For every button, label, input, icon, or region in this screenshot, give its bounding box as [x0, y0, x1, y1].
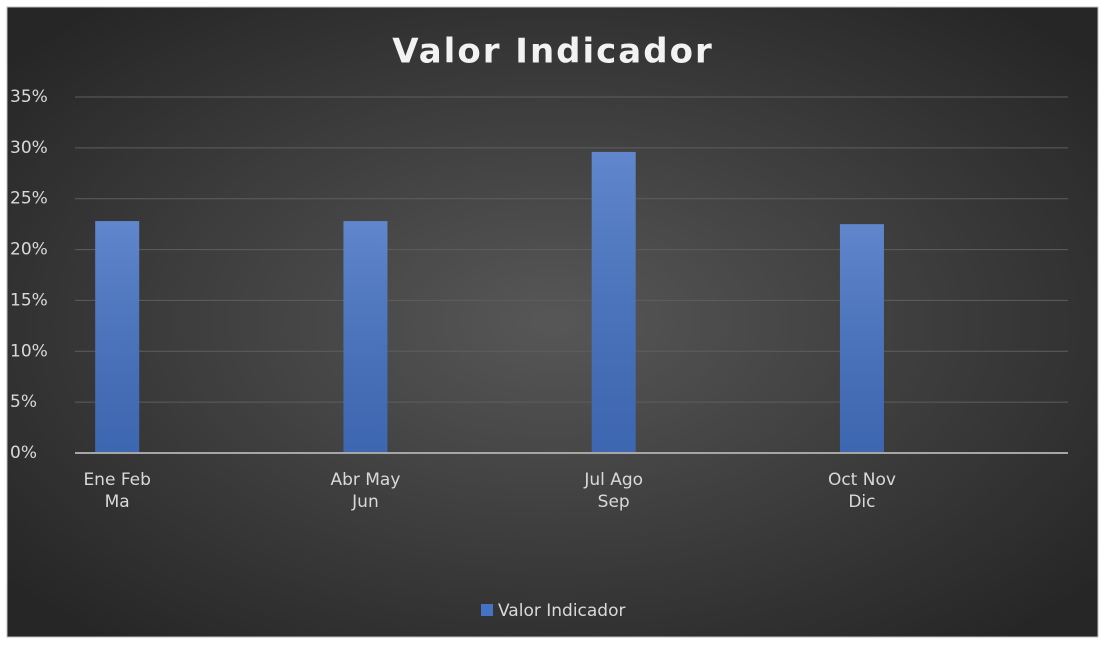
y-tick-label: 15%: [10, 290, 48, 310]
x-tick-label: Ene Feb Ma: [83, 470, 151, 512]
y-tick-label: 10%: [10, 341, 48, 361]
x-tick-label: Abr May Jun: [330, 470, 401, 512]
chart-background: [6, 6, 1099, 638]
chart-title: Valor Indicador: [392, 32, 713, 72]
y-tick-label: 0%: [10, 443, 37, 463]
bar-shade: [591, 151, 636, 453]
legend-swatch: [481, 604, 493, 616]
bar-shade: [95, 221, 140, 453]
y-tick-label: 35%: [10, 87, 48, 107]
bar-shade: [839, 224, 884, 453]
legend-label: Valor Indicador: [498, 601, 626, 621]
y-tick-label: 5%: [10, 392, 37, 412]
y-tick-label: 20%: [10, 240, 48, 260]
y-tick-label: 25%: [10, 189, 48, 209]
bar-shade: [343, 221, 388, 453]
y-tick-label: 30%: [10, 138, 48, 158]
x-tick-label: Oct Nov Dic: [827, 470, 896, 512]
x-tick-label: Jul Ago Sep: [584, 470, 644, 512]
